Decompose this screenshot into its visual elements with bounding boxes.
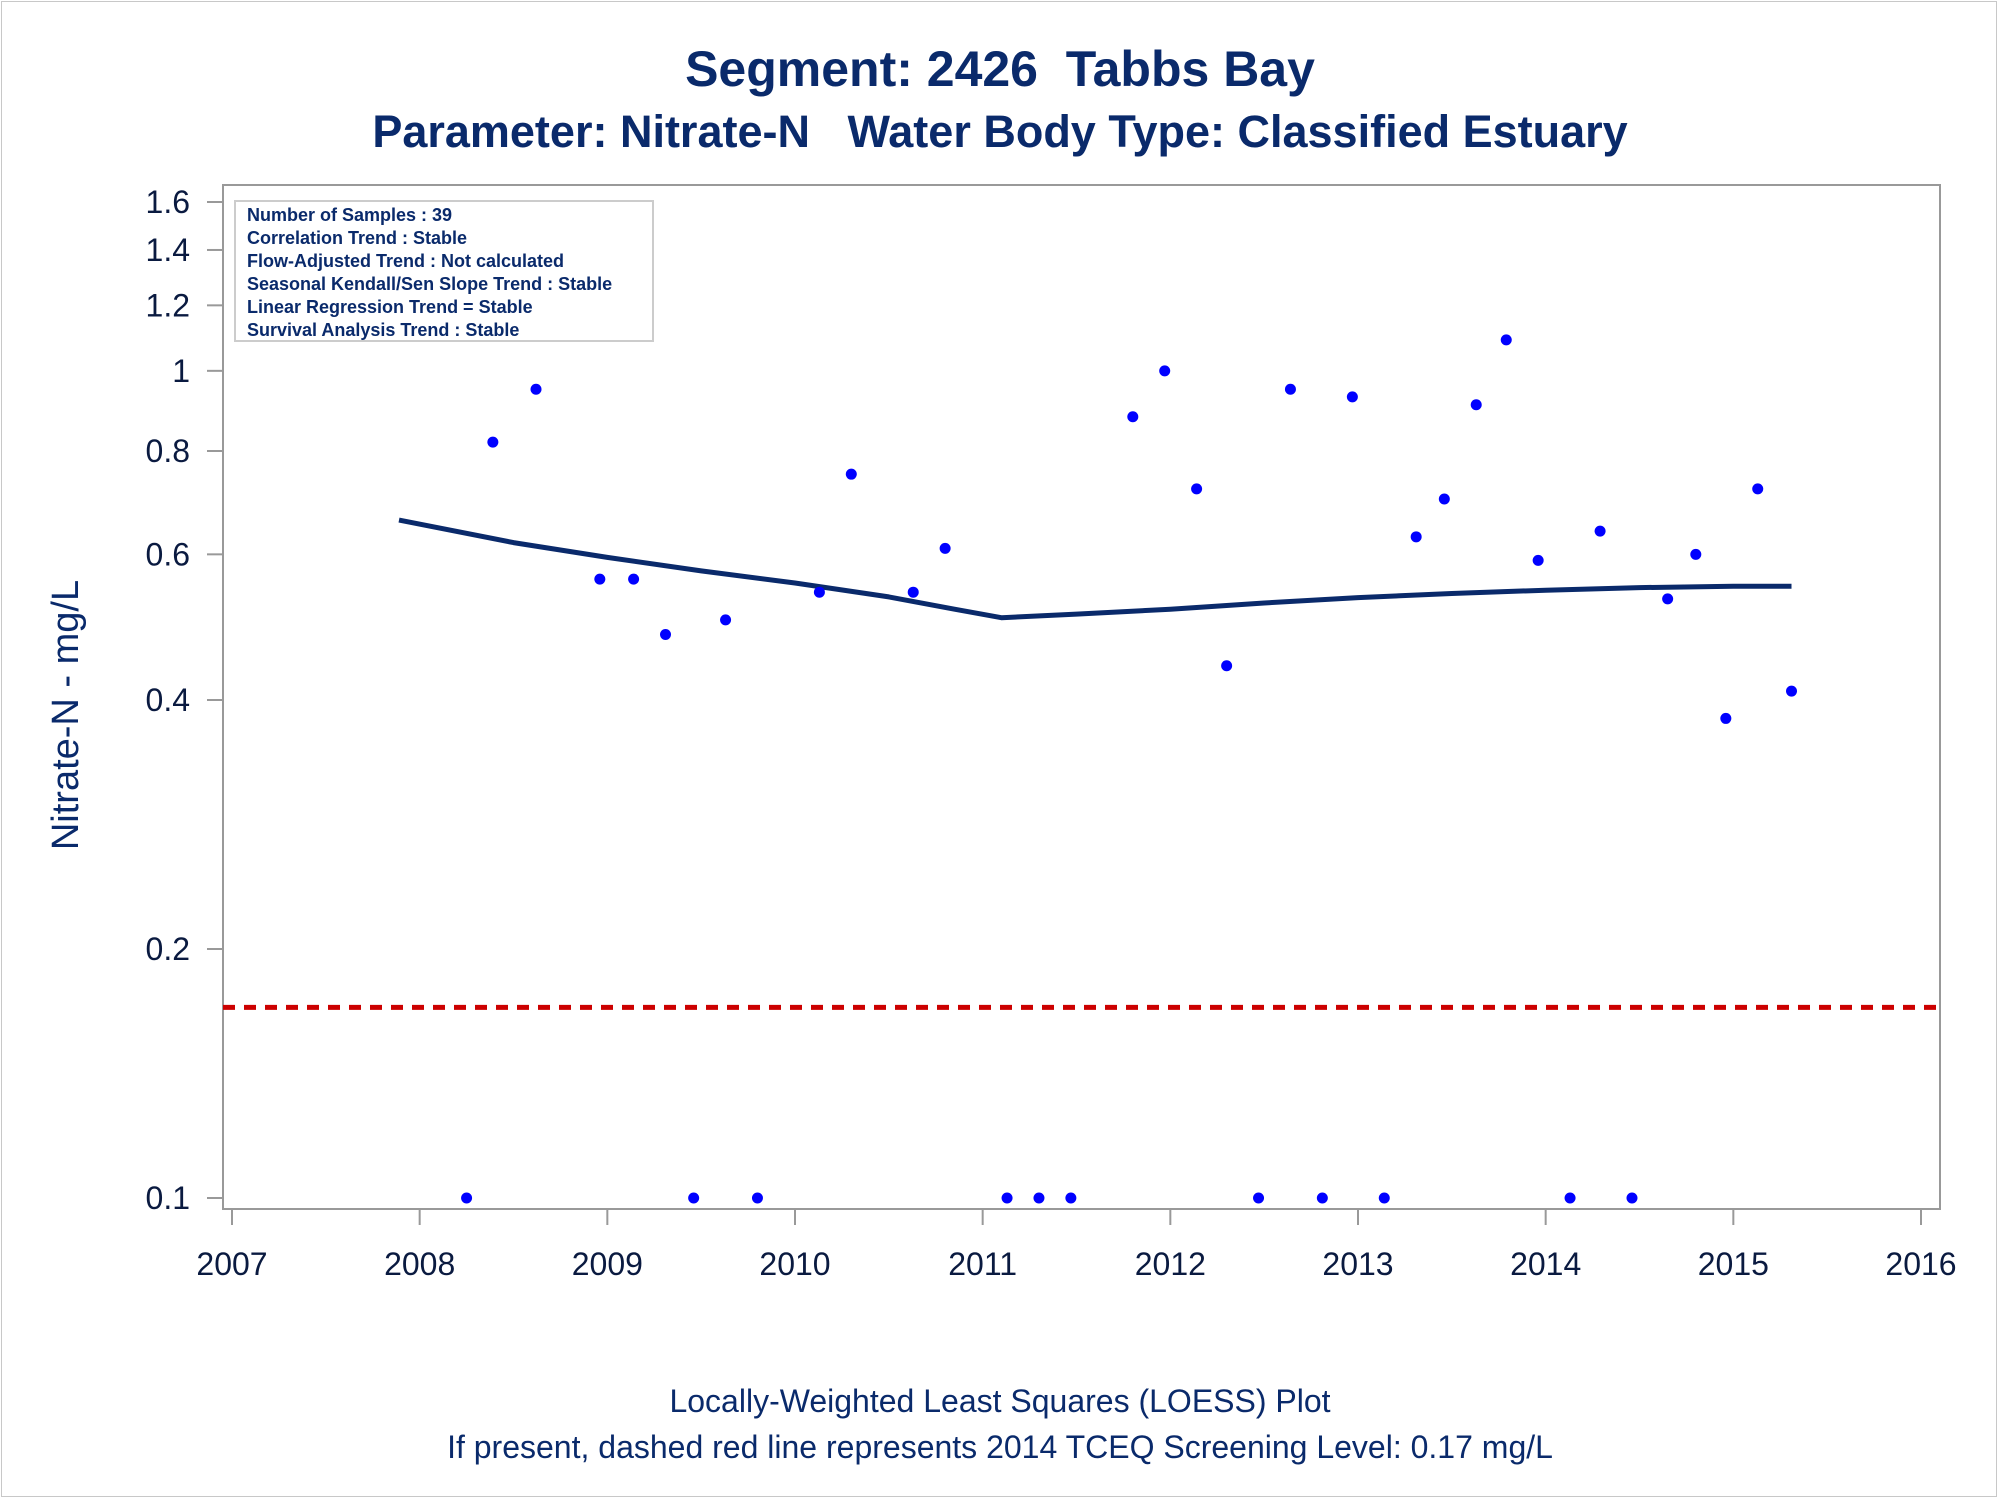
stats-line: Number of Samples : 39 — [247, 205, 452, 225]
sample-point — [1594, 525, 1606, 537]
sample-point — [1191, 483, 1203, 495]
loess-curve — [398, 517, 1792, 621]
chart-subtitle: Parameter: Nitrate-N Water Body Type: Cl… — [372, 106, 1628, 157]
sample-point — [720, 614, 732, 626]
y-tick-label: 1.2 — [146, 287, 190, 323]
plot-area — [222, 184, 1941, 1210]
stats-line: Flow-Adjusted Trend : Not calculated — [247, 251, 564, 271]
sample-point — [1221, 660, 1233, 672]
sample-point — [594, 573, 606, 585]
y-tick-label: 1.6 — [146, 184, 190, 220]
sample-point — [1410, 531, 1422, 543]
sample-point — [1786, 685, 1798, 697]
footnote-loess: Locally-Weighted Least Squares (LOESS) P… — [669, 1383, 1331, 1419]
x-tick-label: 2011 — [948, 1246, 1017, 1282]
sample-point — [1284, 383, 1296, 395]
stats-line: Seasonal Kendall/Sen Slope Trend : Stabl… — [247, 274, 612, 294]
sample-point — [751, 1192, 763, 1204]
sample-point — [1720, 712, 1732, 724]
sample-point — [461, 1192, 473, 1204]
sample-point — [1001, 1192, 1013, 1204]
stats-line: Survival Analysis Trend : Stable — [247, 320, 519, 340]
sample-point — [1752, 483, 1764, 495]
sample-point — [1316, 1192, 1328, 1204]
sample-point — [487, 436, 499, 448]
x-tick-label: 2009 — [572, 1246, 643, 1282]
footnote-screening: If present, dashed red line represents 2… — [447, 1429, 1553, 1465]
sample-point — [1065, 1192, 1077, 1204]
sample-point — [907, 586, 919, 598]
x-tick-label: 2012 — [1135, 1246, 1206, 1282]
x-tick-label: 2007 — [196, 1246, 267, 1282]
sample-point — [1500, 334, 1512, 346]
sample-point — [1159, 365, 1171, 377]
sample-point — [845, 468, 857, 480]
y-axis-label: Nitrate-N - mg/L — [45, 580, 87, 850]
y-tick-label: 0.8 — [146, 433, 190, 469]
sample-point — [939, 542, 951, 554]
x-tick-label: 2015 — [1698, 1246, 1769, 1282]
sample-point — [1346, 391, 1358, 403]
y-tick-label: 1.4 — [146, 232, 190, 268]
x-tick-label: 2010 — [759, 1246, 830, 1282]
y-tick-label: 0.6 — [146, 536, 190, 572]
x-tick-label: 2014 — [1510, 1246, 1581, 1282]
sample-point — [1127, 411, 1139, 423]
sample-point — [660, 629, 672, 641]
sample-point — [530, 383, 542, 395]
sample-point — [1690, 548, 1702, 560]
sample-point — [813, 586, 825, 598]
y-tick-label: 0.1 — [146, 1180, 190, 1216]
x-tick-label: 2008 — [384, 1246, 455, 1282]
sample-point — [628, 573, 640, 585]
chart-title: Segment: 2426 Tabbs Bay — [685, 41, 1315, 97]
x-tick-label: 2016 — [1885, 1246, 1956, 1282]
stats-line: Linear Regression Trend = Stable — [247, 297, 533, 317]
sample-point — [1378, 1192, 1390, 1204]
stats-line: Correlation Trend : Stable — [247, 228, 467, 248]
x-axis: 2007 2008 2009 2010 2011 2012 2013 2014 2015 2016 — [196, 1209, 1957, 1282]
stats-box-border — [234, 200, 654, 342]
y-axis: 0.1 0.2 0.4 0.6 0.8 1 1.2 1.4 1.6 — [146, 184, 223, 1216]
y-tick-label: 1 — [172, 353, 190, 389]
sample-point — [1470, 399, 1482, 411]
sample-point — [1564, 1192, 1576, 1204]
y-tick-label: 0.2 — [146, 931, 190, 967]
sample-points — [393, 203, 1798, 1204]
sample-point — [1662, 593, 1674, 605]
sample-point — [1532, 554, 1544, 566]
loess-group — [398, 517, 1792, 621]
sample-point — [1626, 1192, 1638, 1204]
y-tick-label: 0.4 — [146, 682, 190, 718]
stats-box: Number of Samples : 39 Correlation Trend … — [234, 200, 654, 342]
sample-point — [1253, 1192, 1265, 1204]
sample-point — [1033, 1192, 1045, 1204]
x-tick-label: 2013 — [1322, 1246, 1393, 1282]
sample-point — [1438, 493, 1450, 505]
sample-point — [688, 1192, 700, 1204]
